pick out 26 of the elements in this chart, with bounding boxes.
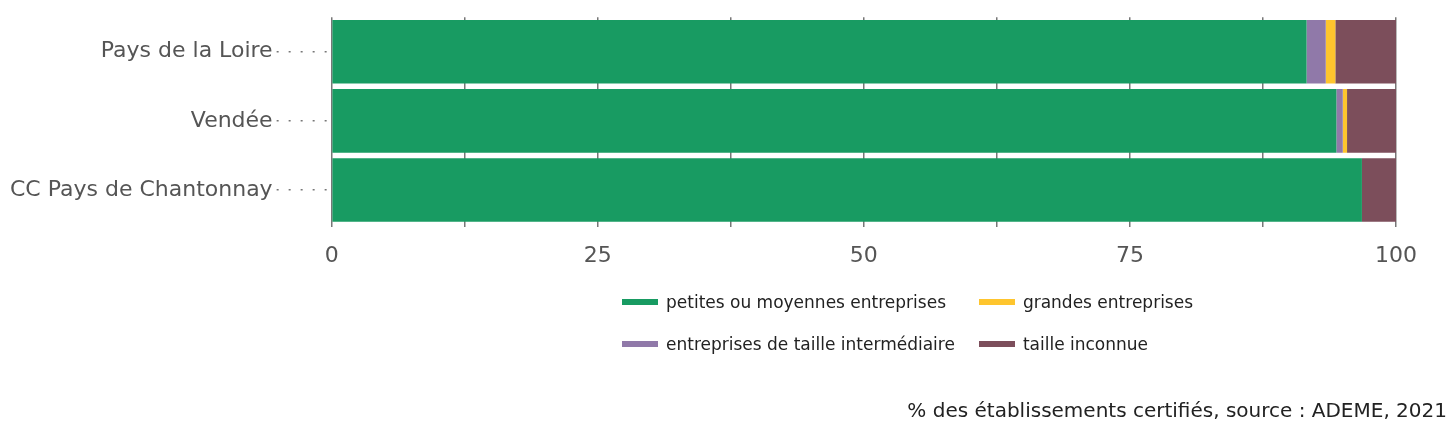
bar	[1361, 158, 1396, 222]
x-tick-label: 50	[849, 241, 878, 267]
legend-label: petites ou moyennes entreprises	[666, 292, 947, 312]
text: % des établissements certifiés, source : ADEME, 2021	[907, 398, 1447, 422]
legend-item: petites ou moyennes entreprises	[622, 292, 955, 312]
y-tick-label: Vendée	[190, 106, 273, 132]
bar	[1325, 19, 1336, 84]
bar	[332, 19, 1307, 84]
bar	[332, 89, 1337, 153]
legend-item: entreprises de taille intermédiaire	[622, 334, 955, 354]
bar	[1336, 89, 1343, 153]
bar	[1306, 19, 1326, 84]
bar	[1335, 19, 1396, 84]
x-tick-label: 75	[1115, 241, 1144, 267]
legend-item: taille inconnue	[978, 334, 1194, 354]
y-tick-label: CC Pays de Chantonnay	[9, 175, 273, 201]
legend-label: taille inconnue	[1022, 334, 1149, 354]
bar	[1342, 89, 1348, 153]
y-tick-label: Pays de la Loire	[100, 37, 273, 63]
legend-item: grandes entreprises	[978, 292, 1194, 312]
x-tick-label: 25	[583, 241, 612, 267]
x-tick-label: 0	[324, 241, 339, 267]
legend-label: grandes entreprises	[1022, 292, 1194, 312]
bar	[1347, 89, 1396, 153]
x-tick-label: 100	[1375, 241, 1417, 267]
bar	[332, 158, 1362, 222]
